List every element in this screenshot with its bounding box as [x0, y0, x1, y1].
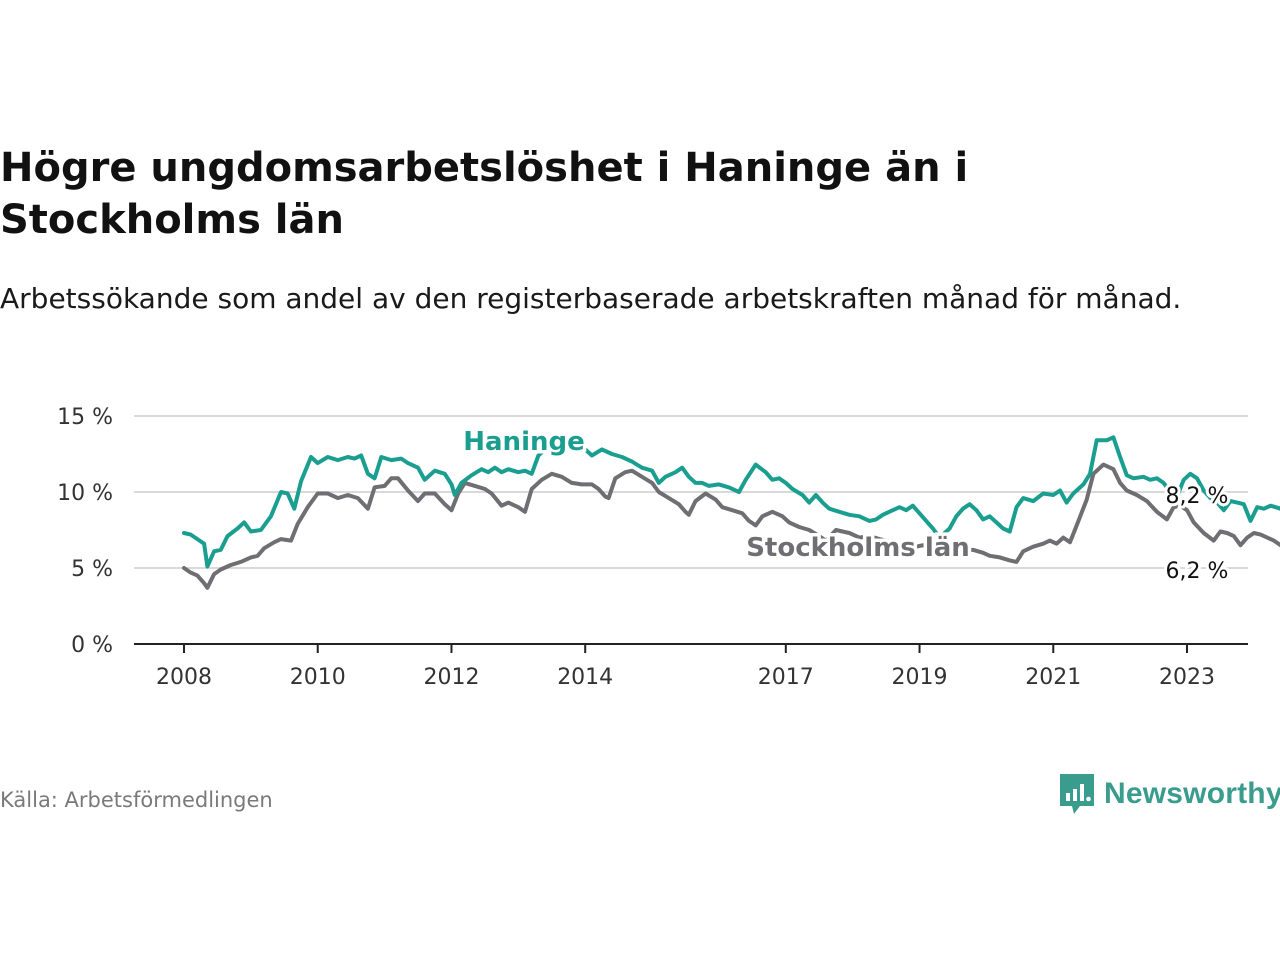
chart-title: Högre ungdomsarbetslöshet i Haninge än i…	[0, 145, 969, 243]
x-tick-label: 2021	[1025, 665, 1081, 690]
y-tick-label: 5 %	[71, 557, 113, 582]
x-tick-label: 2010	[290, 665, 346, 690]
source-note: Källa: Arbetsförmedlingen	[0, 788, 273, 812]
end-value-label-stockholm: 6,2 %	[1166, 559, 1229, 584]
x-tick-label: 2023	[1159, 665, 1215, 690]
series-line-stockholm	[182, 462, 1280, 590]
series-line-haninge	[182, 435, 1280, 569]
x-tick-label: 2008	[156, 665, 212, 690]
x-tick-label: 2017	[758, 665, 814, 690]
x-tick-label: 2014	[557, 665, 613, 690]
newsworthy-logo-icon	[1060, 774, 1094, 814]
end-value-label-haninge: 8,2 %	[1166, 484, 1229, 509]
series-label-stockholm: Stockholms län	[746, 533, 970, 563]
y-tick-label: 10 %	[57, 481, 113, 506]
x-tick-label: 2019	[892, 665, 948, 690]
y-tick-label: 15 %	[57, 405, 113, 430]
y-tick-label: 0 %	[71, 633, 113, 658]
x-tick-label: 2012	[423, 665, 479, 690]
brand-logo: Newsworthy	[1058, 772, 1280, 816]
series-label-haninge: Haninge	[463, 427, 584, 457]
brand-name: Newsworthy	[1104, 777, 1280, 810]
chart-subtitle: Arbetssökande som andel av den registerb…	[0, 282, 1182, 315]
